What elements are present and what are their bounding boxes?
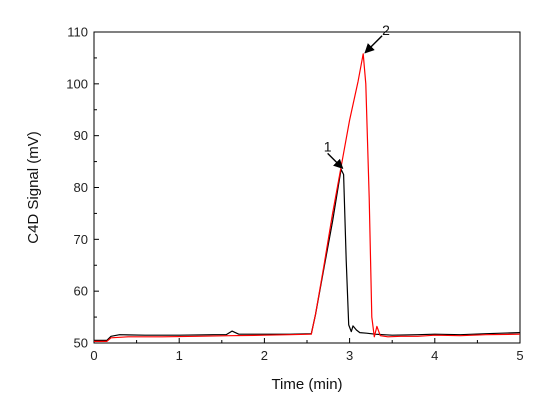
y-tick-label: 70 [74, 232, 88, 247]
x-tick-label: 2 [261, 348, 268, 363]
y-tick-label: 80 [74, 180, 88, 195]
x-tick-label: 3 [346, 348, 353, 363]
y-axis-ticks: 50 60 70 80 90 100 110 [66, 25, 99, 351]
plot-frame [93, 31, 521, 344]
annotation-arrow [327, 152, 344, 170]
y-axis-label: C4D Signal (mV) [25, 131, 42, 244]
y-tick-label: 90 [74, 128, 88, 143]
y-tick-label: 50 [74, 336, 88, 351]
annotation-label: 2 [382, 22, 390, 38]
annotation-label: 1 [324, 138, 332, 154]
x-axis-ticks: 0 1 2 3 4 5 [90, 338, 524, 363]
x-tick-label: 4 [431, 348, 438, 363]
annotations-group: 12 [324, 22, 390, 170]
x-axis-label: Time (min) [271, 376, 342, 393]
series-line-1 [94, 168, 521, 341]
series-group [94, 53, 521, 342]
y-tick-label: 60 [74, 284, 88, 299]
y-tick-label: 100 [66, 76, 88, 91]
series-line-2 [94, 53, 521, 342]
x-tick-label: 5 [516, 348, 523, 363]
annotation-arrow [364, 35, 383, 54]
x-tick-label: 0 [90, 348, 97, 363]
plot-border [93, 31, 521, 344]
x-tick-label: 1 [176, 348, 183, 363]
y-tick-label: 110 [67, 25, 88, 40]
